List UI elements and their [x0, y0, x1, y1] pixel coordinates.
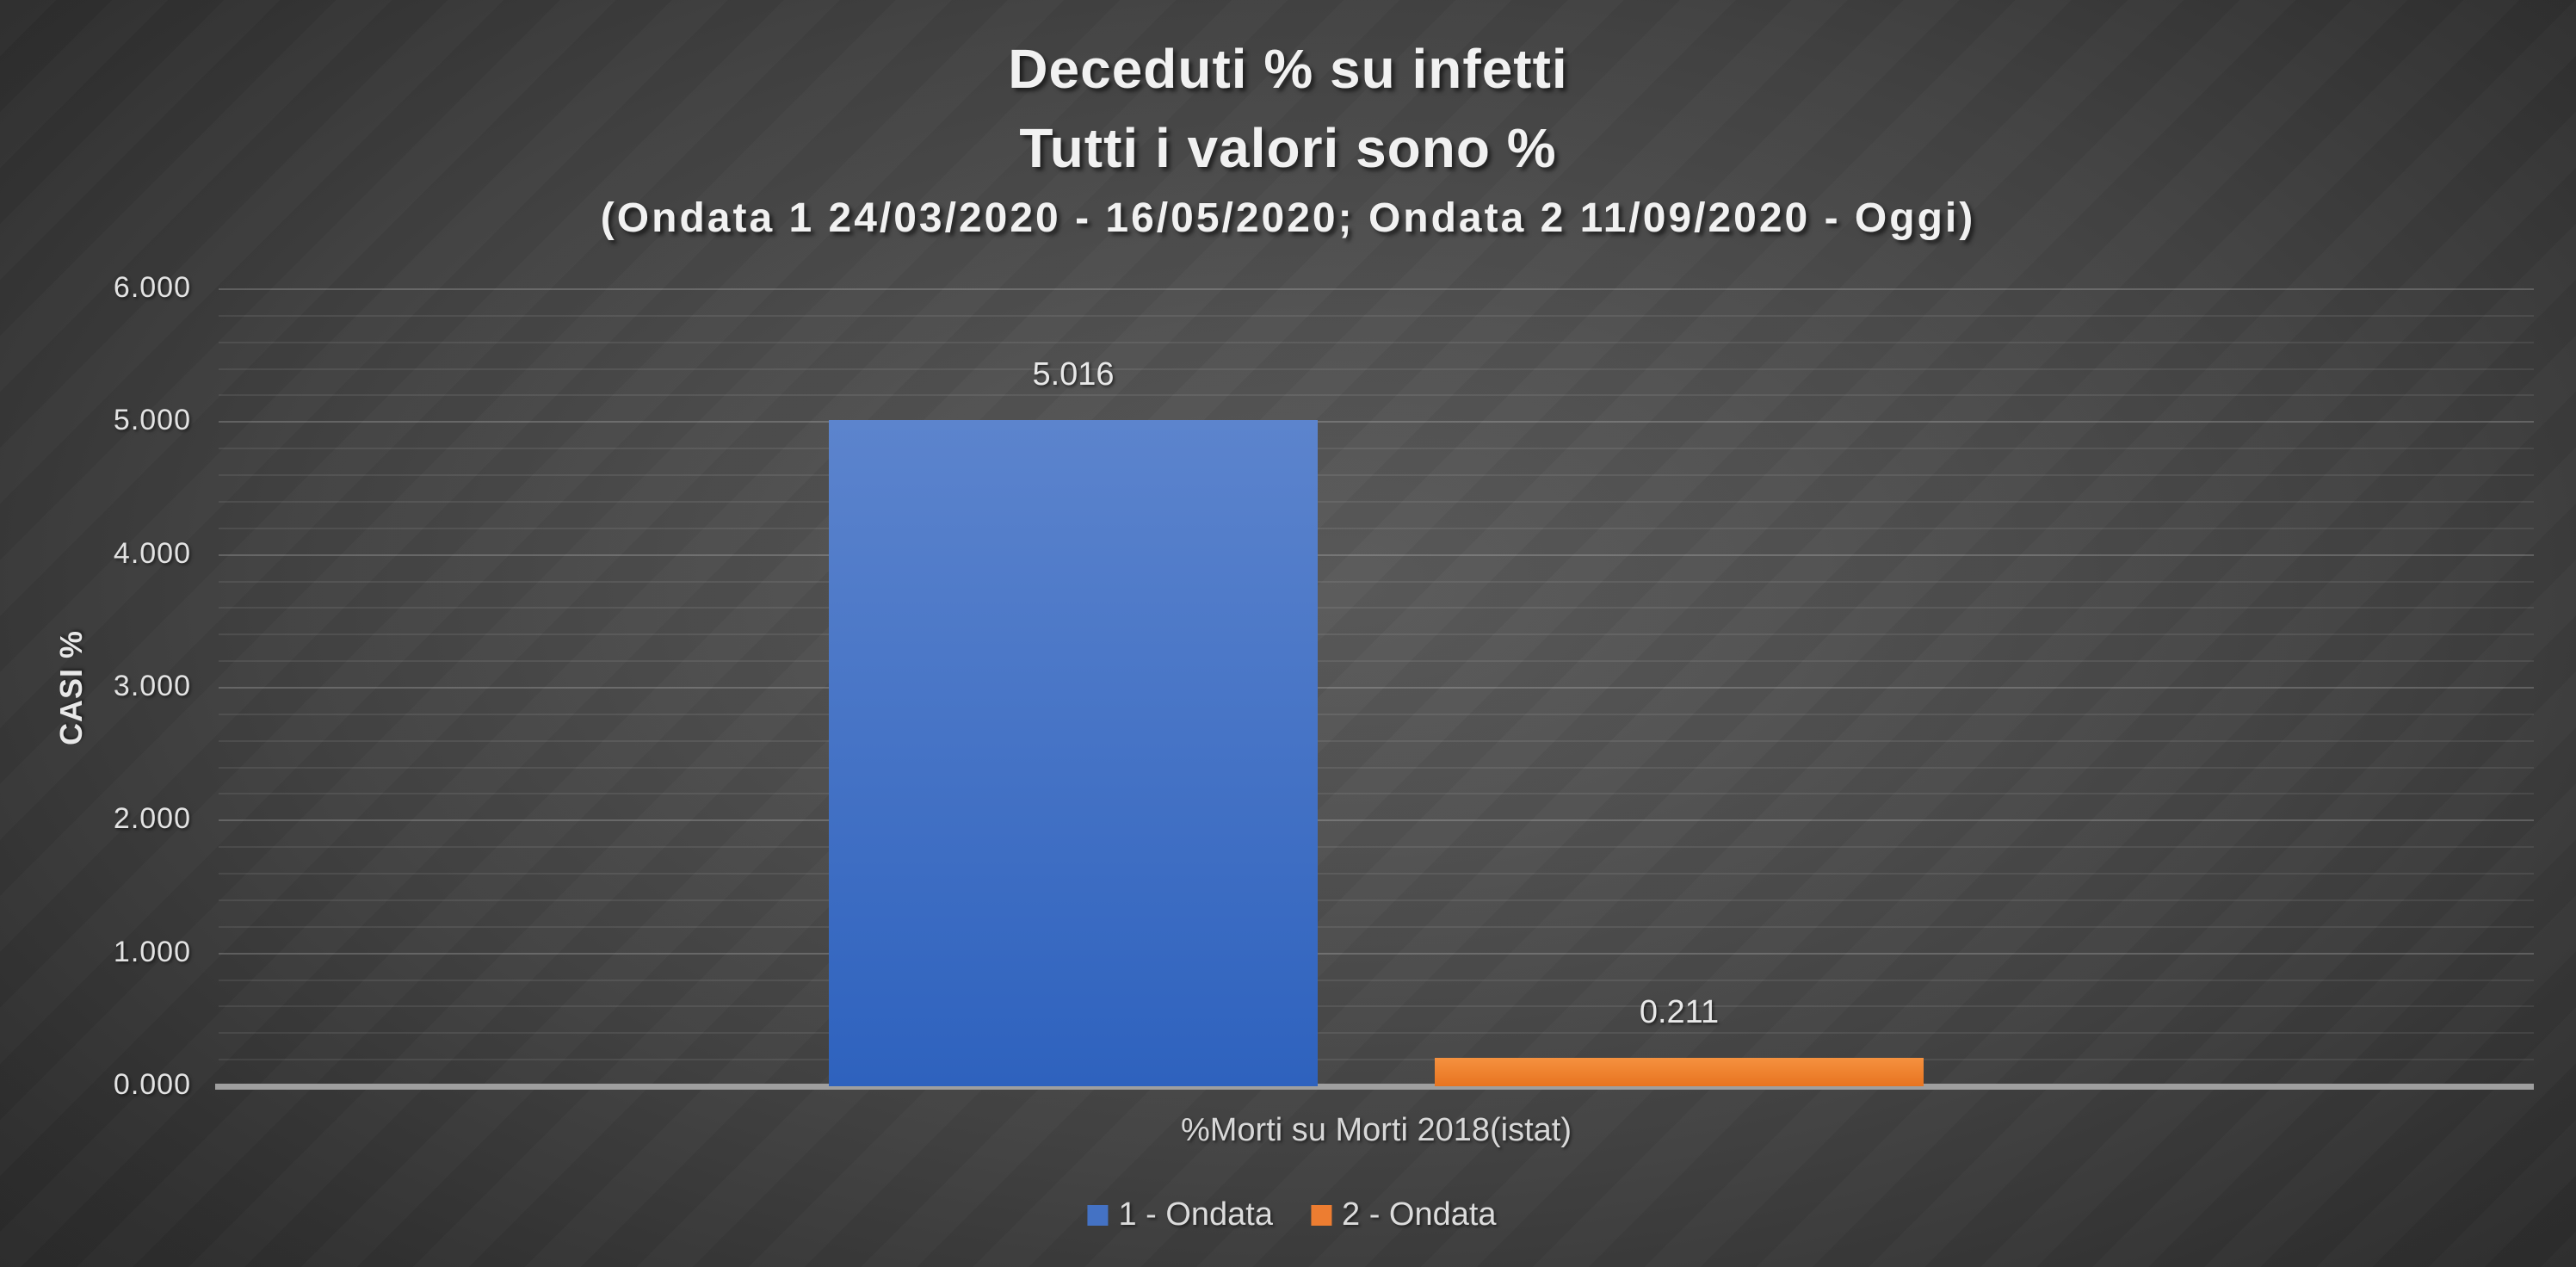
major-gridline	[219, 686, 2534, 689]
y-tick-label: 3.000	[113, 670, 191, 702]
legend-item: 1 - Ondata	[1087, 1196, 1273, 1233]
major-gridline	[219, 819, 2534, 822]
y-tick-label: 5.000	[113, 404, 191, 437]
bar-2---ondata	[1435, 1058, 1924, 1086]
minor-gridline	[219, 766, 2534, 769]
minor-gridline	[219, 394, 2534, 397]
y-axis-title: CASI %	[53, 629, 89, 746]
chart-subtitle: Tutti i valori sono %	[1019, 117, 1557, 179]
bar-1---ondata	[829, 419, 1318, 1086]
y-tick-label: 4.000	[113, 536, 191, 570]
minor-gridline	[219, 368, 2534, 370]
data-label-1---ondata: 5.016	[1032, 355, 1115, 392]
major-gridline	[219, 952, 2534, 955]
minor-gridline	[219, 739, 2534, 742]
minor-gridline	[219, 500, 2534, 503]
minor-gridline	[219, 846, 2534, 849]
minor-gridline	[219, 448, 2534, 450]
legend-label: 1 - Ondata	[1118, 1196, 1273, 1233]
legend-swatch-icon	[1087, 1204, 1109, 1226]
minor-gridline	[219, 793, 2534, 795]
y-tick-label: 2.000	[113, 802, 191, 836]
chart-subtitle-dates: (Ondata 1 24/03/2020 - 16/05/2020; Ondat…	[600, 195, 1976, 241]
x-axis-line	[215, 1084, 2534, 1090]
major-gridline	[219, 553, 2534, 556]
minor-gridline	[219, 1032, 2534, 1035]
legend-item: 2 - Ondata	[1311, 1196, 1497, 1233]
chart-title-block: Deceduti % su infetti Tutti i valori son…	[0, 29, 2576, 250]
minor-gridline	[219, 474, 2534, 477]
minor-gridline	[219, 1059, 2534, 1061]
minor-gridline	[219, 314, 2534, 317]
y-tick-label: 1.000	[113, 935, 191, 968]
chart-title: Deceduti % su infetti	[1008, 38, 1568, 100]
legend-swatch-icon	[1311, 1204, 1331, 1226]
minor-gridline	[219, 873, 2534, 875]
data-label-2---ondata: 0.211	[1639, 994, 1720, 1031]
minor-gridline	[219, 713, 2534, 715]
minor-gridline	[219, 925, 2534, 928]
y-tick-label: 0.000	[113, 1068, 191, 1101]
minor-gridline	[219, 660, 2534, 663]
major-gridline	[219, 287, 2534, 290]
minor-gridline	[219, 341, 2534, 343]
minor-gridline	[219, 979, 2534, 981]
y-tick-label: 6.000	[113, 271, 191, 305]
legend: 1 - Ondata 2 - Ondata	[1087, 1196, 1497, 1233]
minor-gridline	[219, 527, 2534, 529]
major-gridline	[219, 421, 2534, 423]
minor-gridline	[219, 1005, 2534, 1008]
minor-gridline	[219, 607, 2534, 609]
x-axis-category-label: %Morti su Morti 2018(istat)	[1180, 1112, 1572, 1148]
minor-gridline	[219, 580, 2534, 583]
legend-label: 2 - Ondata	[1342, 1196, 1497, 1233]
minor-gridline	[219, 899, 2534, 901]
minor-gridline	[219, 634, 2534, 636]
